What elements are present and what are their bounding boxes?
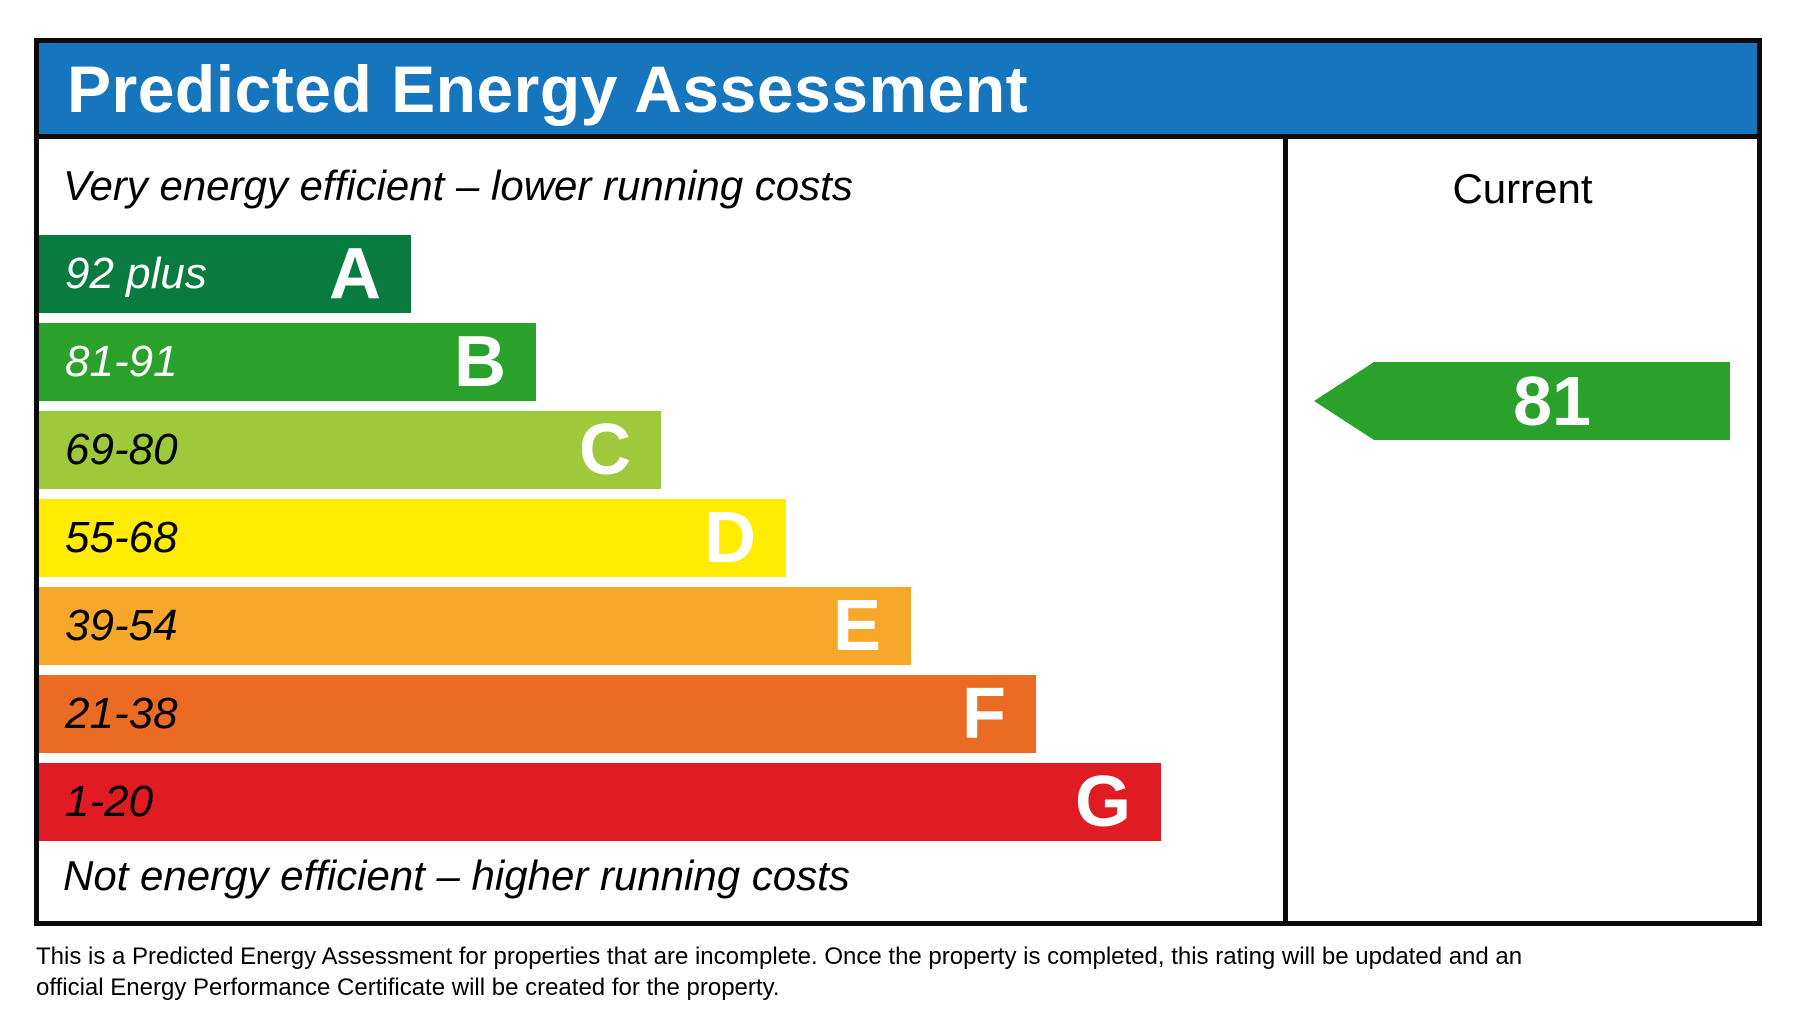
band-range-label: 69-80 (65, 425, 178, 474)
page-title: Predicted Energy Assessment (67, 51, 1029, 126)
band-range-label: 92 plus (65, 249, 207, 298)
bottom-caption: Not energy efficient – higher running co… (63, 852, 850, 899)
top-caption: Very energy efficient – lower running co… (63, 162, 853, 209)
footnote: This is a Predicted Energy Assessment fo… (36, 941, 1522, 1003)
band-d: 55-68 D (39, 498, 786, 578)
band-letter: E (832, 586, 881, 666)
title-bar: Predicted Energy Assessment (39, 43, 1757, 139)
band-letter: C (579, 410, 631, 490)
rating-scale-column: Very energy efficient – lower running co… (39, 139, 1288, 921)
band-e: 39-54 E (39, 586, 911, 666)
band-a: 92 plus A (39, 234, 411, 314)
band-letter: F (962, 674, 1006, 754)
band-letter: D (704, 498, 756, 578)
footnote-line-2: official Energy Performance Certificate … (36, 974, 780, 1001)
current-column-header: Current (1452, 165, 1593, 212)
band-range-label: 39-54 (65, 601, 178, 650)
band-range-label: 81-91 (65, 337, 178, 386)
band-b: 81-91 B (39, 322, 536, 402)
chart-body: Very energy efficient – lower running co… (39, 139, 1757, 921)
band-g: 1-20 G (39, 762, 1161, 842)
band-range-label: 1-20 (65, 777, 154, 826)
epc-chart: Predicted Energy Assessment Very energy … (34, 38, 1762, 926)
band-f: 21-38 F (39, 674, 1036, 754)
band-range-label: 21-38 (65, 689, 178, 738)
current-rating-arrow: 81 (1314, 362, 1730, 440)
band-letter: B (454, 322, 506, 402)
current-column: Current 81 (1288, 139, 1757, 921)
band-c: 69-80 C (39, 410, 661, 490)
band-letter: G (1074, 762, 1131, 842)
footnote-line-1: This is a Predicted Energy Assessment fo… (36, 943, 1523, 970)
band-range-label: 55-68 (65, 513, 178, 562)
bands: 92 plus A 81-91 B 69-80 C 55-68 D 39-54 E 21-38 F 1-… (39, 234, 1283, 842)
current-rating-value: 81 (1513, 362, 1591, 440)
band-letter: A (329, 234, 381, 314)
